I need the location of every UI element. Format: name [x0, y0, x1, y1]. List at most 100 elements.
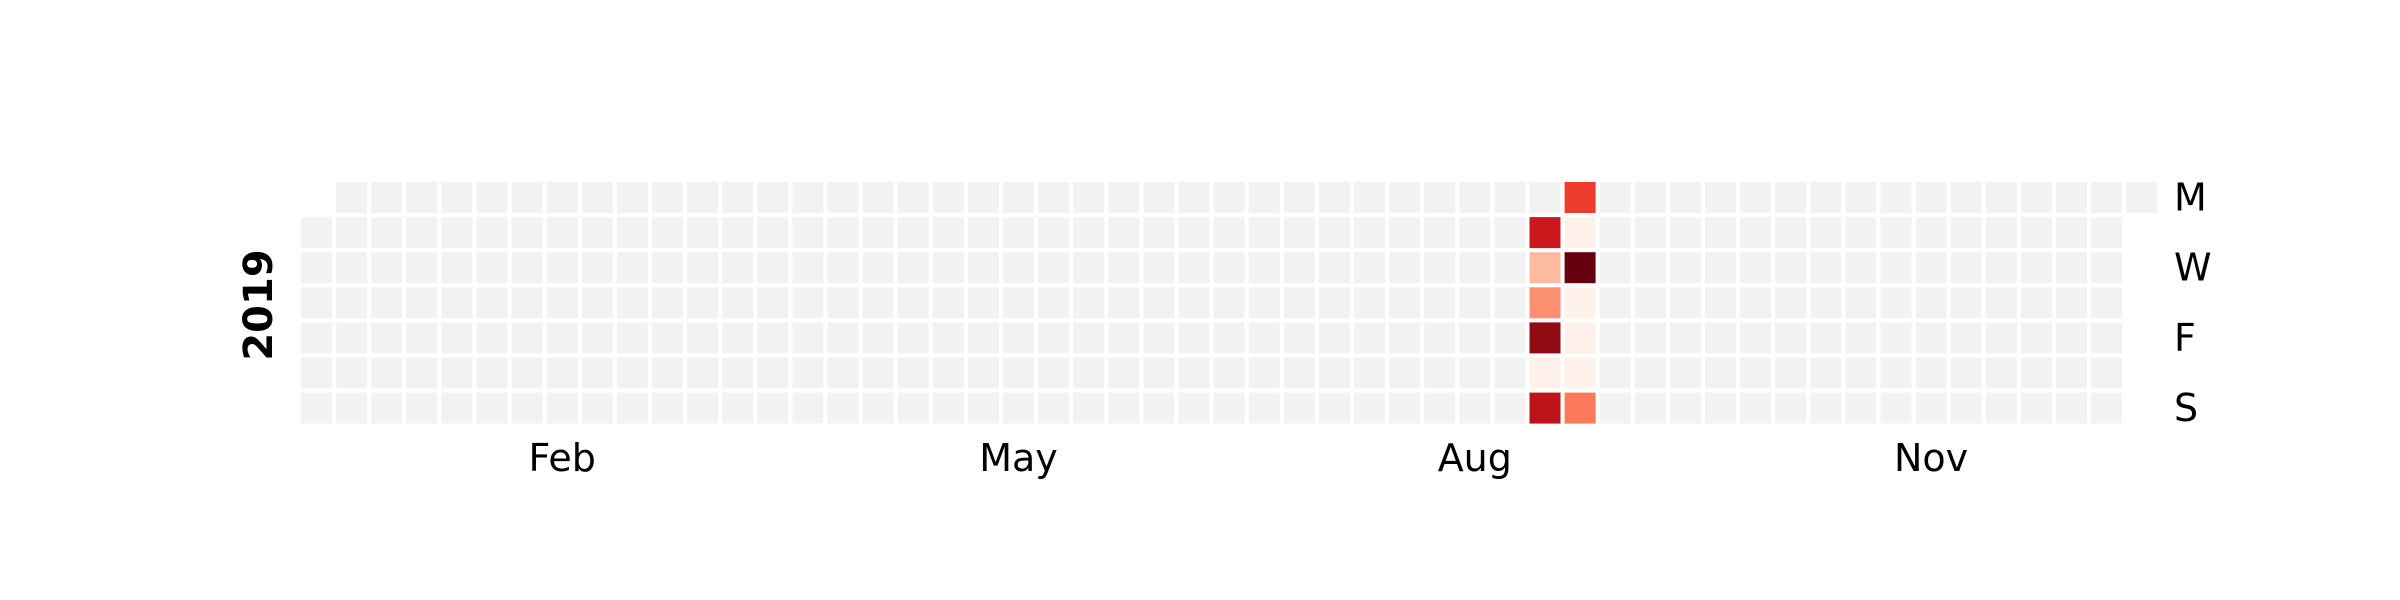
- heatmap-cell: [2020, 357, 2052, 389]
- heatmap-cell: [1318, 287, 1350, 319]
- heatmap-cell: [1424, 287, 1456, 319]
- heatmap-cell: [757, 217, 789, 249]
- heatmap-cell: [1178, 252, 1210, 284]
- heatmap-cell: [1985, 287, 2017, 319]
- heatmap-cell: [581, 357, 613, 389]
- heatmap-cell: [1424, 182, 1456, 213]
- heatmap-cell: [371, 357, 403, 389]
- heatmap-cell: [1740, 287, 1772, 319]
- heatmap-cell: [1424, 322, 1456, 354]
- heatmap-cell: [546, 217, 578, 249]
- heatmap-cell: [1634, 357, 1666, 389]
- heatmap-cell: [1318, 322, 1350, 354]
- heatmap-cell: [1564, 392, 1596, 424]
- heatmap-cell: [757, 182, 789, 213]
- heatmap-cell: [792, 322, 824, 354]
- heatmap-cell: [336, 252, 368, 284]
- heatmap-cell: [1740, 322, 1772, 354]
- heatmap-cell: [1740, 392, 1772, 424]
- heatmap-cell: [967, 252, 999, 284]
- heatmap-cell: [1845, 357, 1877, 389]
- heatmap-cell: [336, 357, 368, 389]
- heatmap-cell: [1564, 252, 1596, 284]
- heatmap-cell: [1213, 182, 1245, 213]
- heatmap-cell: [1424, 357, 1456, 389]
- day-label: F: [2174, 316, 2196, 360]
- heatmap-cell: [616, 217, 648, 249]
- heatmap-cell: [1248, 322, 1280, 354]
- heatmap-cell: [1389, 287, 1421, 319]
- heatmap-cell: [1354, 252, 1385, 284]
- heatmap-cell: [792, 182, 824, 213]
- heatmap-cell: [1634, 287, 1666, 319]
- heatmap-cell: [406, 357, 438, 389]
- heatmap-cell: [1108, 392, 1140, 424]
- heatmap-cell: [511, 322, 543, 354]
- heatmap-cell: [1599, 182, 1631, 213]
- heatmap-cell: [1599, 217, 1631, 249]
- heatmap-cell: [1143, 357, 1175, 389]
- heatmap-cell: [652, 287, 683, 319]
- heatmap-cell: [1038, 357, 1070, 389]
- heatmap-cell: [1915, 182, 1947, 213]
- heatmap-cell: [1880, 182, 1912, 213]
- heatmap-cell: [1985, 357, 2017, 389]
- heatmap-cell: [371, 287, 403, 319]
- heatmap-cell: [1283, 182, 1315, 213]
- heatmap-cell: [1073, 287, 1105, 319]
- heatmap-cell: [1248, 357, 1280, 389]
- heatmap-cell: [1073, 252, 1105, 284]
- heatmap-cell: [1529, 357, 1561, 389]
- heatmap-cell: [1073, 322, 1105, 354]
- day-label: M: [2174, 176, 2207, 220]
- heatmap-cell: [1073, 357, 1105, 389]
- heatmap-cell: [967, 182, 999, 213]
- heatmap-cell: [1705, 182, 1736, 213]
- heatmap-cell: [792, 287, 824, 319]
- heatmap-cell: [2056, 357, 2087, 389]
- month-labels: Feb May Aug Nov: [529, 436, 1969, 480]
- heatmap-cell: [1003, 252, 1034, 284]
- heatmap-cell: [476, 357, 508, 389]
- heatmap-cell: [1950, 252, 1982, 284]
- heatmap-cell: [1950, 357, 1982, 389]
- heatmap-cell: [441, 287, 473, 319]
- heatmap-cell: [1810, 252, 1842, 284]
- heatmap-cell: [827, 252, 859, 284]
- heatmap-cell: [862, 322, 894, 354]
- heatmap-cell: [862, 217, 894, 249]
- heatmap-cell: [1318, 252, 1350, 284]
- heatmap-cell: [1634, 322, 1666, 354]
- heatmap-cell: [1143, 182, 1175, 213]
- heatmap-cell: [757, 392, 789, 424]
- heatmap-cell: [1529, 252, 1561, 284]
- heatmap-cell: [1494, 252, 1526, 284]
- heatmap-cell: [757, 322, 789, 354]
- heatmap-cell: [1985, 322, 2017, 354]
- heatmap-cell: [1213, 357, 1245, 389]
- heatmap-cell: [1845, 322, 1877, 354]
- heatmap-cell: [371, 392, 403, 424]
- heatmap-cell: [1669, 322, 1701, 354]
- heatmap-cell: [336, 392, 368, 424]
- heatmap-cell: [1143, 392, 1175, 424]
- heatmap-cell: [1775, 182, 1807, 213]
- heatmap-cell: [932, 182, 964, 213]
- heatmap-cell: [2091, 217, 2123, 249]
- heatmap-cell: [1459, 217, 1491, 249]
- heatmap-cell: [1669, 252, 1701, 284]
- heatmap-cell: [827, 357, 859, 389]
- heatmap-cell: [476, 322, 508, 354]
- heatmap-cell: [371, 217, 403, 249]
- heatmap-cell: [336, 182, 368, 213]
- heatmap-cell: [1775, 357, 1807, 389]
- heatmap-cell: [967, 217, 999, 249]
- heatmap-cell: [1143, 252, 1175, 284]
- heatmap-cell: [441, 217, 473, 249]
- heatmap-cell: [687, 392, 719, 424]
- heatmap-cell: [1389, 252, 1421, 284]
- heatmap-cell: [1564, 357, 1596, 389]
- heatmap-cell: [1599, 392, 1631, 424]
- heatmap-cell: [1705, 357, 1736, 389]
- heatmap-cell: [1248, 217, 1280, 249]
